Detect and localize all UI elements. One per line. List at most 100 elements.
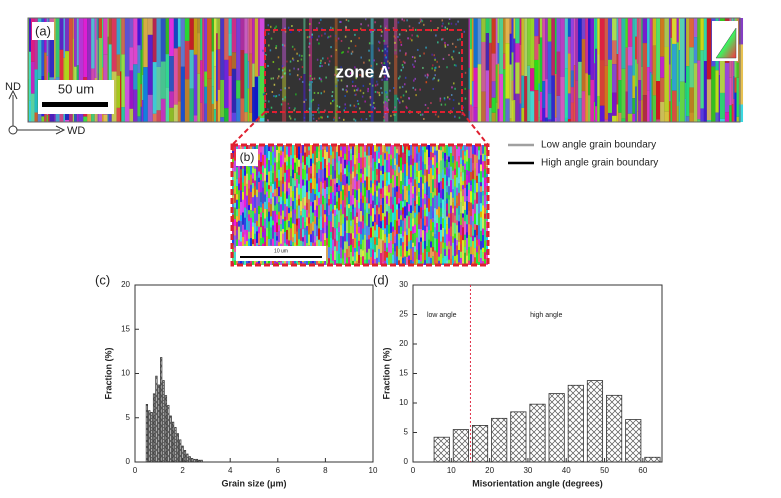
grain: [281, 69, 284, 72]
grain: [585, 18, 589, 74]
grain: [404, 206, 406, 219]
grain: [288, 156, 290, 169]
grain: [581, 39, 586, 92]
grain: [382, 220, 384, 230]
grain: [390, 253, 392, 264]
grain: [405, 52, 407, 55]
grain: [332, 250, 334, 261]
grain: [108, 44, 112, 91]
grain: [418, 182, 420, 188]
grain: [450, 192, 452, 206]
grain: [207, 78, 212, 122]
grain: [314, 145, 316, 152]
grain: [366, 239, 368, 253]
grain: [418, 224, 420, 229]
grain: [573, 65, 576, 122]
grain: [374, 244, 376, 253]
grain: [274, 157, 276, 163]
grain: [364, 259, 366, 265]
grain: [652, 18, 657, 46]
grain: [414, 172, 416, 180]
grain: [252, 18, 255, 64]
grain: [482, 177, 484, 191]
grain: [452, 202, 454, 209]
grain: [278, 225, 280, 232]
grain: [322, 227, 324, 234]
grain: [458, 232, 460, 243]
grain: [103, 18, 108, 55]
grain: [320, 229, 322, 242]
grain: [434, 150, 436, 156]
grain: [310, 205, 312, 217]
grain: [719, 56, 725, 93]
grain: [470, 224, 472, 238]
grain: [457, 20, 459, 23]
grain: [303, 116, 306, 119]
grain: [428, 165, 430, 174]
grain: [340, 225, 342, 236]
axis-label: ND: [5, 81, 21, 93]
grain: [326, 145, 328, 152]
grain: [428, 145, 430, 158]
grain: [308, 145, 310, 151]
grain: [632, 18, 636, 76]
grain: [349, 72, 352, 75]
grain: [346, 183, 348, 198]
grain: [282, 164, 284, 177]
grain: [350, 145, 352, 150]
grain: [411, 34, 413, 37]
grain: [322, 217, 324, 228]
grain: [340, 163, 342, 173]
grain: [326, 151, 328, 166]
grain: [398, 260, 400, 265]
grain: [388, 62, 391, 65]
grain: [454, 87, 456, 90]
grain: [374, 21, 376, 24]
grain: [322, 183, 324, 189]
grain: [275, 45, 278, 48]
grain: [293, 67, 295, 70]
grain: [456, 208, 458, 221]
grain: [649, 72, 652, 122]
grain: [420, 241, 422, 255]
grain: [350, 160, 352, 174]
grain: [476, 203, 478, 214]
grain: [400, 226, 402, 235]
grain: [422, 183, 424, 190]
grain: [330, 102, 332, 105]
grain: [336, 192, 338, 202]
grain: [94, 18, 97, 78]
grain: [466, 174, 468, 185]
grain: [256, 189, 258, 198]
grain: [417, 49, 419, 52]
grain: [288, 115, 291, 118]
grain: [482, 252, 484, 262]
grain: [55, 18, 60, 78]
grain: [442, 257, 444, 264]
grain: [394, 187, 396, 197]
y-tick-label: 30: [399, 280, 408, 289]
grain: [282, 151, 284, 165]
grain: [270, 170, 272, 182]
grain: [456, 240, 458, 246]
grain: [288, 195, 290, 208]
grain: [432, 232, 434, 237]
grain: [169, 18, 174, 57]
grain: [382, 187, 384, 198]
grain: [422, 150, 424, 162]
grain: [274, 95, 277, 98]
grain: [340, 209, 342, 216]
grain: [295, 93, 297, 96]
grain: [402, 236, 404, 243]
grain: [333, 98, 335, 101]
grain: [254, 76, 259, 122]
grain: [439, 99, 442, 102]
grain: [466, 149, 468, 162]
grain: [416, 162, 418, 171]
grain: [398, 33, 401, 36]
grain: [386, 45, 389, 48]
grain: [607, 18, 613, 60]
grain: [430, 257, 432, 265]
grain: [302, 217, 304, 230]
